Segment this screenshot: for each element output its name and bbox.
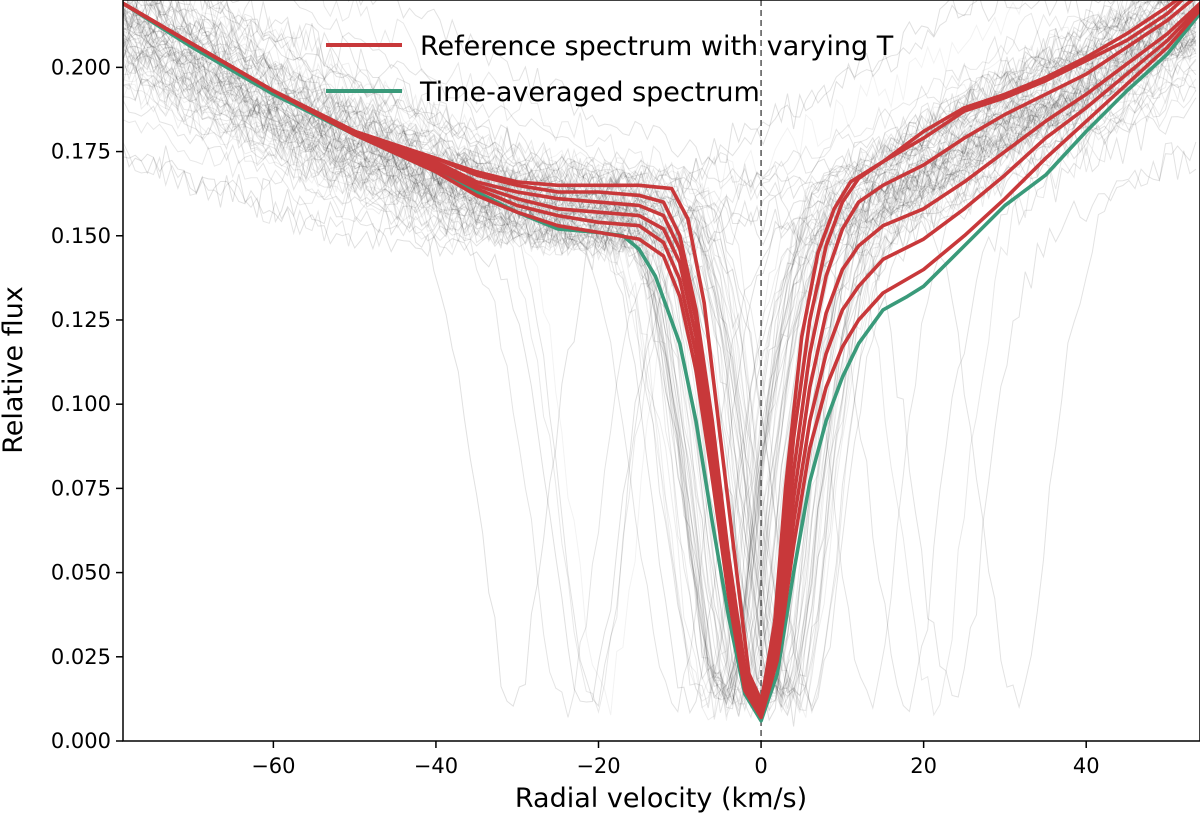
background-spectrum	[140, 0, 1160, 695]
background-spectrum	[156, 0, 1115, 707]
x-tick-label: 40	[1073, 754, 1100, 778]
background-spectrum	[123, 7, 1197, 718]
series-line-reference	[123, 1, 1200, 713]
background-spectrum	[123, 8, 1196, 710]
background-spectrum	[123, 0, 1185, 698]
y-tick-label: 0.125	[51, 308, 111, 332]
background-spectrum	[123, 0, 1141, 699]
background-spectrum	[123, 0, 1197, 701]
background-spectrum	[123, 0, 1147, 721]
y-tick-label: 0.025	[51, 645, 111, 669]
x-tick-label: 20	[910, 754, 937, 778]
background-spectrum	[304, 0, 1197, 717]
series-lines	[123, 0, 1200, 723]
background-spectrum	[292, 0, 1197, 710]
background-spectrum	[123, 0, 1181, 705]
background-spectrum	[123, 0, 1173, 716]
background-spectrum	[123, 20, 1197, 709]
background-spectrum	[126, 0, 1117, 702]
background-spectrum	[123, 37, 1197, 712]
background-spectrum	[123, 30, 1197, 694]
legend-label-averaged: Time-averaged spectrum	[419, 77, 760, 108]
series-line-reference	[123, 1, 1200, 720]
y-tick-label: 0.100	[51, 392, 111, 416]
background-spectrum	[182, 0, 1185, 707]
background-spectrum	[123, 18, 1197, 698]
y-tick-label: 0.175	[51, 140, 111, 164]
background-spectrum	[123, 15, 1197, 711]
y-tick-label: 0.075	[51, 476, 111, 500]
background-spectrum	[123, 0, 1185, 720]
background-spectrum	[156, 0, 1168, 702]
background-spectrum	[203, 0, 1173, 690]
background-spectrum	[123, 46, 1197, 713]
x-tick-label: 0	[754, 754, 767, 778]
plot-frame	[122, 0, 1200, 742]
background-spectrum	[123, 0, 1197, 713]
y-tick-label: 0.050	[51, 561, 111, 585]
y-tick-label: 0.150	[51, 224, 111, 248]
background-spectrum	[123, 30, 1197, 707]
background-spectrum	[123, 31, 1197, 711]
background-spectrum	[123, 28, 1197, 721]
background-spectrum	[123, 0, 978, 708]
legend: Reference spectrum with varying T Time-a…	[326, 31, 894, 108]
background-spectrum	[123, 14, 1196, 706]
x-tick-label: −40	[414, 754, 458, 778]
background-spectrum	[123, 11, 1197, 714]
background-spectrum	[123, 0, 1191, 715]
plot-area	[122, 0, 1200, 742]
background-spectrum	[123, 22, 1197, 713]
y-tick-label: 0.000	[51, 729, 111, 753]
background-spectrum	[123, 45, 1197, 717]
y-axis-label: Relative flux	[0, 286, 29, 454]
background-spectrum	[123, 37, 1196, 703]
background-spectrum	[188, 0, 1163, 699]
background-spectrum	[177, 0, 1194, 714]
background-spectrum	[123, 11, 1197, 707]
background-spectrum	[123, 31, 1197, 713]
background-spectrum	[123, 33, 1197, 704]
background-spectrum	[123, 19, 1197, 703]
background-spectrum	[123, 0, 1195, 716]
background-spectrum	[123, 27, 1197, 718]
background-spectrum	[123, 41, 1197, 700]
background-spectrum	[123, 12, 1197, 705]
legend-label-reference: Reference spectrum with varying T	[420, 31, 894, 62]
x-axis-label: Radial velocity (km/s)	[515, 783, 807, 814]
background-spectrum	[123, 49, 1196, 709]
x-tick-label: −60	[251, 754, 295, 778]
background-spectrum	[123, 1, 1197, 716]
x-axis: −60 −40 −20 0 20 40	[251, 741, 1100, 778]
y-tick-label: 0.200	[51, 55, 111, 79]
series-line-reference	[123, 0, 1180, 706]
plot-background	[123, 0, 1200, 741]
background-spectrum	[123, 0, 1107, 710]
background-spectrum	[123, 41, 1197, 712]
background-spectrum	[123, 0, 1196, 708]
background-spectrum	[156, 0, 1171, 715]
series-line-reference	[123, 1, 1200, 716]
background-spectrum	[154, 0, 1197, 697]
background-spectrum	[144, 0, 1197, 710]
background-spectrum	[123, 41, 1196, 702]
x-tick-label: −20	[576, 754, 620, 778]
background-spectrum	[123, 0, 1122, 709]
background-spectrum	[123, 5, 1197, 698]
background-spectrum	[152, 0, 1185, 692]
y-axis: 0.000 0.025 0.050 0.075 0.100 0.125 0.150 0.175…	[51, 55, 123, 753]
background-spectrum	[123, 40, 1197, 708]
